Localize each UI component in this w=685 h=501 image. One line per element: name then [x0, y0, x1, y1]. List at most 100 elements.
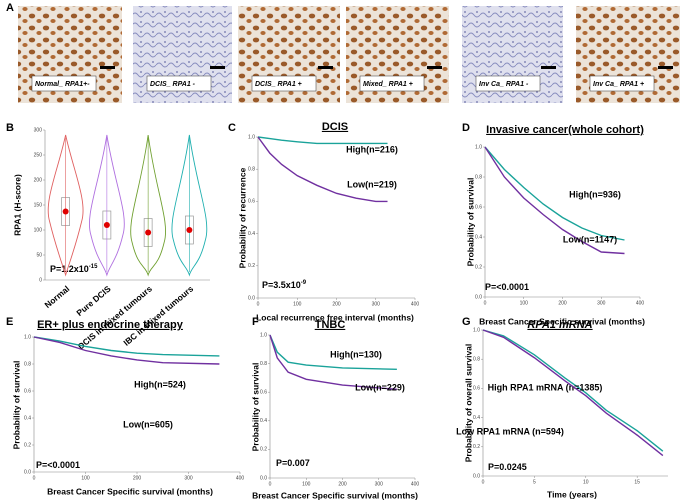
caption-box [589, 75, 655, 92]
x-tick-label: Normal [42, 284, 71, 310]
y-tick-label: 0.2 [475, 264, 482, 270]
y-tick-label: 0.8 [24, 361, 31, 367]
x-tick-label: 300 [597, 300, 606, 306]
survival-curve [269, 334, 397, 391]
x-tick-label: 300 [372, 301, 381, 307]
y-tick-label: 0.2 [473, 444, 480, 450]
y-tick-label: 150 [34, 202, 43, 208]
y-tick-label: 0.8 [473, 357, 480, 363]
panel-letter: B [6, 122, 14, 134]
y-tick-label: 0.0 [248, 295, 255, 301]
panel-letter: D [462, 122, 470, 134]
curve-label: Low(n=605) [123, 419, 173, 429]
panel-letter: E [6, 316, 13, 328]
scale-bar [318, 66, 333, 69]
y-tick-label: 250 [34, 152, 43, 158]
survival-curve [269, 334, 397, 371]
caption-box [146, 75, 212, 92]
p-value-exponent: -15 [89, 264, 98, 270]
survival-curve [482, 329, 664, 457]
survival-curve [257, 136, 388, 145]
y-tick-label: 0.8 [248, 167, 255, 173]
violin-body [88, 134, 125, 277]
y-axis-label: Probability of survival [11, 361, 21, 450]
caption-box [251, 75, 317, 92]
y-tick-label: 0.8 [260, 361, 267, 367]
y-tick-label: 1.0 [248, 134, 255, 140]
panel-letter: G [462, 316, 471, 328]
x-tick-label: 10 [583, 479, 589, 485]
chart-title: DCIS [322, 121, 348, 133]
x-tick-label: 300 [375, 481, 384, 487]
panel-letter: A [6, 2, 14, 14]
p-value: P=1.2x10-15 [50, 264, 98, 275]
x-tick-label: 100 [302, 481, 311, 487]
y-tick-label: 1.0 [473, 327, 480, 333]
p-value-text: P=3.5x10 [262, 280, 301, 290]
survival-curve [33, 336, 220, 357]
y-tick-label: 0.0 [260, 475, 267, 481]
x-axis-label: Local recurrence free interval (months) [256, 312, 414, 322]
image-caption: DCIS_ RPA1 + [255, 81, 302, 88]
x-axis-label: Breast Cancer Specific survival (months) [252, 490, 418, 500]
x-tick-label: 0 [33, 475, 36, 481]
y-tick-label: 0.2 [248, 263, 255, 269]
caption-box [359, 75, 425, 92]
image-caption: Normal_ RPA1+- [35, 81, 90, 88]
scale-bar [658, 66, 673, 69]
y-tick-label: 1.0 [260, 332, 267, 338]
chart-title: RPA1 mRNA [527, 319, 592, 331]
y-axis-label: Probability of survival [465, 178, 475, 267]
x-axis-label: Breast Cancer Specific survival (months) [47, 486, 213, 496]
curve-label: High(n=936) [569, 189, 621, 199]
x-axis-label: Time (years) [547, 489, 597, 499]
y-tick-label: 1.0 [475, 144, 482, 150]
curve-label: High(n=524) [134, 379, 186, 389]
y-axis-label: Probability of overall survival [463, 344, 473, 463]
y-tick-label: 0.4 [260, 418, 267, 424]
y-tick-label: 200 [34, 177, 43, 183]
chart-title: Invasive cancer(whole cohort) [486, 124, 644, 136]
y-tick-label: 0.0 [473, 473, 480, 479]
p-value-text: P=0.0245 [488, 462, 527, 472]
image-caption: Inv Ca_ RPA1 - [479, 81, 529, 88]
curve-label: High(n=130) [330, 349, 382, 359]
x-tick-label: 200 [332, 301, 341, 307]
caption-box [475, 75, 541, 92]
y-tick-label: 300 [34, 127, 43, 133]
chart-title: ER+ plus endocrine therapy [37, 319, 184, 331]
panel-letter: F [252, 316, 259, 328]
p-value-exponent: -9 [301, 280, 307, 286]
x-tick-label: IBC in mixed tumours [121, 283, 195, 347]
y-tick-label: 0.6 [24, 388, 31, 394]
chart-title: TNBC [315, 319, 346, 331]
p-value: P=<0.0001 [485, 282, 529, 292]
y-tick-label: 0.0 [475, 294, 482, 300]
x-tick-label: Pure DCIS [74, 283, 113, 318]
y-tick-label: 0.2 [24, 442, 31, 448]
x-tick-label: 200 [558, 300, 567, 306]
curve-label: Low(n=1147) [563, 234, 617, 244]
survival-curve [257, 136, 388, 203]
y-tick-label: 0.4 [248, 231, 255, 237]
x-tick-label: 15 [634, 479, 640, 485]
survival-curve [484, 146, 625, 241]
x-tick-label: 100 [293, 301, 302, 307]
survival-curve [484, 146, 625, 255]
curve-label: Low(n=229) [355, 382, 405, 392]
y-tick-label: 1.0 [24, 334, 31, 340]
violin-body [130, 134, 167, 277]
mean-marker [186, 227, 193, 233]
x-tick-label: 0 [482, 479, 485, 485]
x-tick-label: 400 [636, 300, 645, 306]
y-tick-label: 0.4 [475, 234, 482, 240]
x-tick-label: 0 [484, 300, 487, 306]
violin-body [47, 134, 84, 277]
x-tick-label: 400 [411, 481, 420, 487]
x-tick-label: 300 [184, 475, 193, 481]
mean-marker [145, 229, 152, 236]
mean-marker [62, 208, 69, 215]
p-value-text: P=<0.0001 [485, 282, 529, 292]
